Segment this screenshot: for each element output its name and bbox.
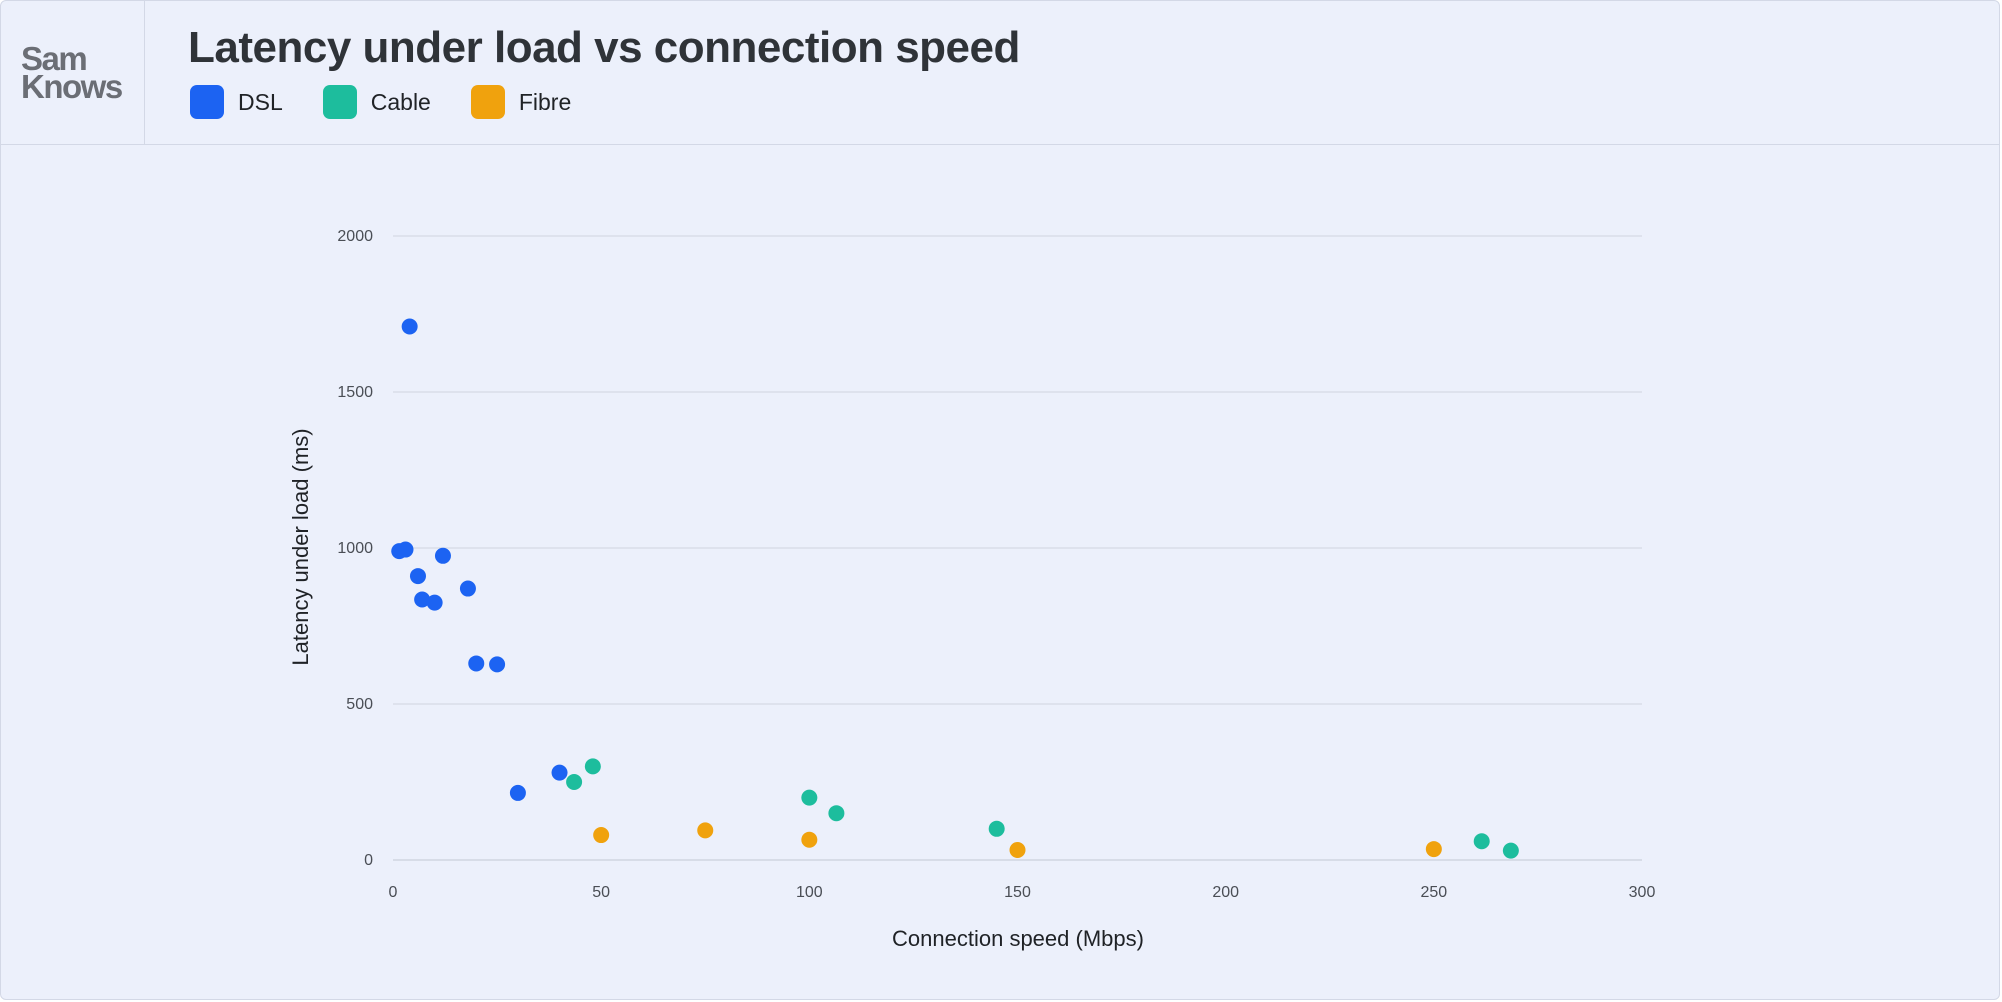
point-fibre[interactable] (801, 831, 818, 848)
point-cable[interactable] (584, 758, 601, 775)
y-axis-ticks: 0 500 1000 1500 2000 (337, 228, 373, 869)
point-fibre[interactable] (1009, 842, 1026, 859)
point-fibre[interactable] (593, 827, 610, 844)
legend-item-fibre[interactable]: Fibre (470, 85, 572, 119)
data-points (391, 318, 1519, 859)
legend-item-cable[interactable]: Cable (322, 85, 431, 119)
point-dsl[interactable] (468, 655, 485, 672)
legend-swatch-dsl (190, 85, 224, 119)
point-cable[interactable] (828, 805, 845, 822)
point-cable[interactable] (988, 820, 1005, 837)
point-cable[interactable] (1473, 833, 1490, 850)
point-dsl[interactable] (459, 580, 476, 597)
x-tick-label: 250 (1420, 884, 1447, 901)
y-tick-label: 1000 (337, 540, 373, 557)
point-dsl[interactable] (414, 591, 431, 608)
point-cable[interactable] (566, 774, 583, 790)
x-axis-title: Connection speed (Mbps) (892, 926, 1144, 951)
logo-line-2: Knows (21, 68, 123, 105)
legend-label-fibre: Fibre (518, 88, 572, 115)
legend-label-dsl: DSL (238, 88, 283, 115)
chart-legend: DSL Cable Fibre (190, 85, 611, 119)
x-tick-label: 150 (1004, 884, 1031, 901)
point-dsl[interactable] (489, 656, 506, 673)
point-fibre[interactable] (697, 822, 714, 839)
legend-label-cable: Cable (370, 88, 431, 115)
point-dsl[interactable] (409, 568, 426, 585)
legend-swatch-fibre (470, 85, 505, 119)
legend-swatch-cable (322, 85, 357, 119)
chart-title: Latency under load vs connection speed (188, 23, 1020, 72)
chart-header: Sam Knows Latency under load vs connecti… (1, 1, 1999, 145)
y-tick-label: 2000 (337, 228, 373, 245)
y-tick-label: 1500 (337, 384, 373, 401)
x-tick-label: 50 (592, 884, 610, 901)
point-dsl[interactable] (509, 784, 526, 801)
x-tick-label: 200 (1212, 884, 1239, 901)
point-fibre[interactable] (1425, 841, 1442, 858)
point-dsl[interactable] (426, 594, 443, 611)
legend-item-dsl[interactable]: DSL (190, 85, 283, 119)
y-axis-title: Latency under load (ms) (288, 428, 313, 665)
logo-box: Sam Knows (1, 1, 145, 144)
y-tick-label: 0 (364, 852, 373, 869)
point-dsl[interactable] (397, 541, 414, 558)
point-cable[interactable] (801, 789, 818, 806)
x-tick-label: 300 (1629, 884, 1656, 901)
logo-line-1: Sam (21, 40, 88, 77)
x-tick-label: 0 (389, 884, 398, 901)
gridlines (393, 235, 1642, 861)
x-tick-label: 100 (796, 884, 823, 901)
point-dsl[interactable] (401, 318, 418, 335)
x-axis-ticks: 0 50 100 150 200 250 300 (389, 884, 1656, 901)
point-dsl[interactable] (551, 764, 568, 781)
point-cable[interactable] (1502, 842, 1519, 859)
point-dsl[interactable] (434, 547, 451, 564)
samknows-logo: Sam Knows (21, 40, 123, 105)
y-tick-label: 500 (346, 696, 373, 713)
